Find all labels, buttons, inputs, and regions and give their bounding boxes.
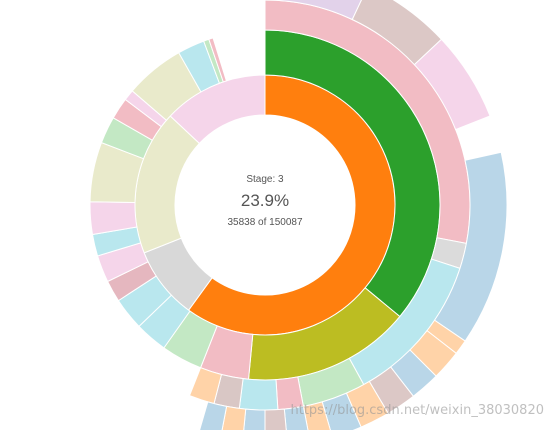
ring-4-segment-16[interactable] bbox=[197, 401, 228, 430]
center-count: 35838 of 150087 bbox=[227, 217, 303, 228]
center-stage-label: Stage: 3 bbox=[246, 174, 284, 185]
ring-4-segment-13[interactable] bbox=[264, 408, 288, 430]
sunburst-segments bbox=[89, 0, 508, 430]
ring-3-segment-7[interactable] bbox=[188, 367, 223, 405]
center-percentage: 23.9% bbox=[241, 191, 289, 210]
watermark: https://blog.csdn.net/weixin_38030820 bbox=[290, 403, 544, 418]
ring-2-segment-17[interactable] bbox=[208, 37, 228, 83]
ring-4-segment-2[interactable] bbox=[413, 38, 491, 131]
ring-3-segment-5[interactable] bbox=[238, 378, 279, 411]
